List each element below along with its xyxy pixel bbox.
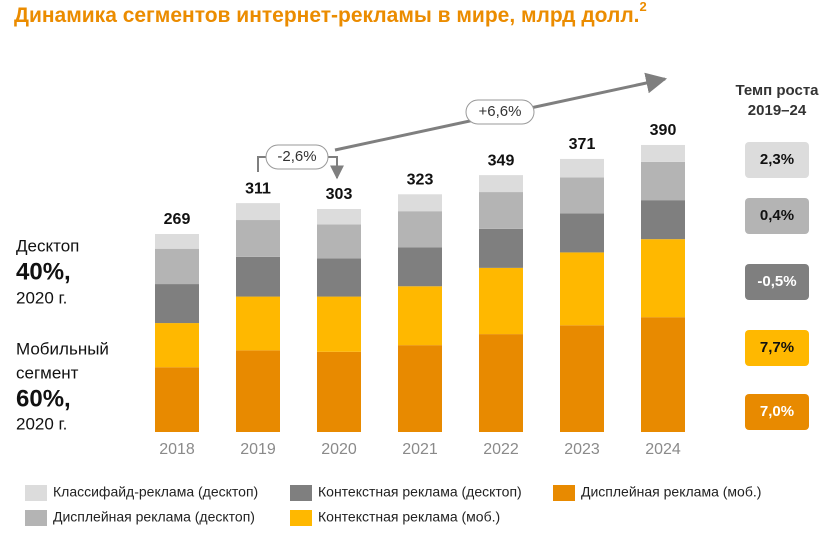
legend-swatch	[290, 485, 312, 501]
title-note: 2	[640, 0, 647, 14]
title-text: Динамика сегментов интернет-рекламы в ми…	[14, 4, 640, 27]
legend-label: Дисплейная реклама (моб.)	[581, 484, 761, 500]
growth-pill	[745, 198, 809, 234]
growth-label: -0,5%	[757, 273, 796, 290]
bar-segment	[236, 256, 280, 297]
bar-segment	[560, 177, 604, 214]
bar-segment	[560, 158, 604, 178]
x-tick-label: 2022	[483, 441, 519, 458]
total-label: 303	[326, 186, 353, 203]
side-note: 2020 г.	[16, 414, 67, 433]
bar-segment	[479, 267, 523, 335]
growth-pill	[745, 330, 809, 366]
total-label: 269	[164, 211, 191, 228]
growth-label: 7,0%	[760, 403, 794, 420]
legend-label: Контекстная реклама (моб.)	[318, 509, 500, 525]
growth-header: Темп роста	[735, 82, 819, 99]
growth-label: 0,4%	[760, 207, 794, 224]
bar-segment	[560, 325, 604, 432]
total-label: 323	[407, 171, 434, 188]
x-tick-label: 2024	[645, 441, 681, 458]
growth-pill	[745, 142, 809, 178]
growth-pill	[745, 394, 809, 430]
bar-segment	[317, 296, 361, 352]
bar-segment	[155, 284, 199, 324]
bar-segment	[398, 247, 442, 287]
bar-segment	[317, 224, 361, 259]
bar-segment	[317, 351, 361, 432]
bar-segment	[479, 228, 523, 268]
bar-segment	[317, 208, 361, 225]
total-label: 390	[650, 122, 677, 139]
legend-swatch	[25, 485, 47, 501]
bar-segment	[317, 258, 361, 297]
bar-segment	[479, 192, 523, 229]
side-note: 60%,	[16, 385, 71, 412]
annotation: -2,6%	[277, 148, 316, 165]
legend-swatch	[553, 485, 575, 501]
x-tick-label: 2021	[402, 441, 438, 458]
bar-segment	[560, 213, 604, 253]
x-tick-label: 2019	[240, 441, 276, 458]
legend-label: Дисплейная реклама (десктоп)	[53, 509, 255, 525]
x-tick-label: 2018	[159, 441, 195, 458]
chart-title: Динамика сегментов интернет-рекламы в ми…	[14, 0, 647, 27]
growth-header: 2019–24	[748, 102, 807, 119]
bar-segment	[641, 161, 685, 201]
side-note: 2020 г.	[16, 288, 67, 307]
side-note: Десктоп	[16, 236, 79, 255]
legend-swatch	[290, 510, 312, 526]
bar-segment	[155, 367, 199, 432]
total-label: 371	[569, 136, 596, 153]
legend-swatch	[25, 510, 47, 526]
bar-segment	[398, 194, 442, 212]
bar-segment	[641, 144, 685, 162]
growth-label: 2,3%	[760, 151, 794, 168]
bar-segment	[236, 296, 280, 351]
legend-label: Контекстная реклама (десктоп)	[318, 484, 522, 500]
bar-segment	[398, 211, 442, 248]
bar-segment	[479, 334, 523, 432]
bar-segment	[641, 317, 685, 432]
bar-segment	[479, 175, 523, 193]
total-label: 311	[245, 180, 271, 197]
x-tick-label: 2020	[321, 441, 357, 458]
legend-label: Классифайд-реклама (десктоп)	[53, 484, 258, 500]
bar-segment	[236, 203, 280, 221]
bar-segment	[155, 323, 199, 368]
bar-segment	[641, 239, 685, 318]
side-note: сегмент	[16, 363, 79, 382]
growth-pill	[745, 264, 809, 300]
annotation-pill	[265, 144, 329, 170]
bar-segment	[560, 252, 604, 326]
bar-segment	[155, 248, 199, 285]
bar-segment	[398, 286, 442, 346]
annotation-pill	[465, 99, 535, 125]
growth-label: 7,7%	[760, 339, 794, 356]
total-label: 349	[488, 152, 515, 169]
bar-segment	[641, 200, 685, 240]
bar-segment	[155, 234, 199, 249]
bar-segment	[236, 350, 280, 432]
annotation: +6,6%	[479, 103, 522, 120]
bar-segment	[398, 345, 442, 432]
side-note: 40%,	[16, 258, 71, 285]
bar-segment	[236, 220, 280, 257]
side-note: Мобильный	[16, 339, 109, 358]
x-tick-label: 2023	[564, 441, 600, 458]
